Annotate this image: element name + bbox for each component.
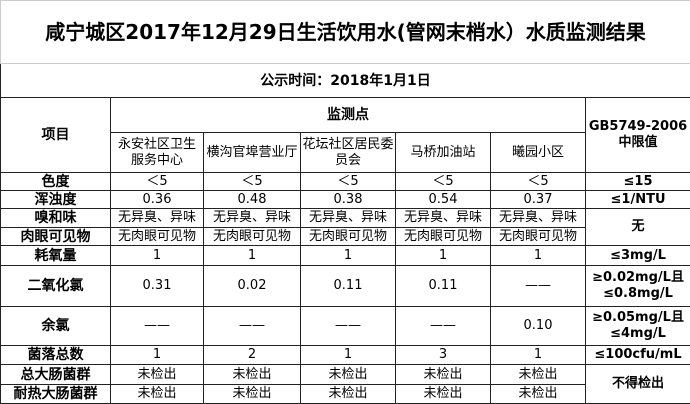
value-cell: 1	[301, 346, 396, 365]
item-name: 肉眼可见物	[1, 228, 111, 246]
value-cell: 0.54	[396, 191, 491, 209]
item-name: 总大肠菌群	[1, 365, 111, 385]
item-name: 浑浊度	[1, 191, 111, 209]
value-cell: ——	[491, 266, 586, 307]
site-name: 横沟官埠营业厅	[204, 133, 301, 173]
standard-limit: ≥0.05mg/L且≤4mg/L	[586, 307, 690, 346]
table-row: 公示时间：2018年1月1日	[1, 64, 690, 98]
value-cell: 0.11	[396, 266, 491, 307]
site-name: 马桥加油站	[396, 133, 491, 173]
table-row: 嗅和味无异臭、异味无异臭、异味无异臭、异味无异臭、异味无异臭、异味无	[1, 209, 690, 228]
site-name: 曦园小区	[491, 133, 586, 173]
value-cell: ——	[204, 307, 301, 346]
value-cell: 未检出	[204, 385, 301, 404]
value-cell: 0.02	[204, 266, 301, 307]
standard-limit: ≥0.02mg/L且≤0.8mg/L	[586, 266, 690, 307]
site-name: 花坛社区居民委员会	[301, 133, 396, 173]
value-cell: 1	[204, 246, 301, 266]
value-cell: 无肉眼可见物	[111, 228, 204, 246]
value-cell: 1	[396, 246, 491, 266]
publish-date: 公示时间：2018年1月1日	[1, 64, 690, 98]
value-cell: ＜5	[204, 173, 301, 191]
value-cell: 未检出	[491, 365, 586, 385]
value-cell: 无异臭、异味	[491, 209, 586, 228]
site-name: 永安社区卫生服务中心	[111, 133, 204, 173]
value-cell: 未检出	[396, 385, 491, 404]
value-cell: 无异臭、异味	[396, 209, 491, 228]
item-header: 项目	[1, 98, 111, 173]
value-cell: 1	[111, 246, 204, 266]
standard-limit: 无	[586, 209, 690, 246]
value-cell: 无肉眼可见物	[396, 228, 491, 246]
value-cell: 未检出	[301, 365, 396, 385]
item-name: 耐热大肠菌群	[1, 385, 111, 404]
value-cell: 1	[491, 246, 586, 266]
monitoring-point-header: 监测点	[111, 98, 586, 133]
item-name: 色度	[1, 173, 111, 191]
table-row: 余氯————————0.10≥0.05mg/L且≤4mg/L	[1, 307, 690, 346]
value-cell: 1	[491, 346, 586, 365]
item-name: 耗氧量	[1, 246, 111, 266]
value-cell: 1	[301, 246, 396, 266]
value-cell: 0.48	[204, 191, 301, 209]
table-row: 总大肠菌群未检出未检出未检出未检出未检出不得检出	[1, 365, 690, 385]
value-cell: ＜5	[111, 173, 204, 191]
value-cell: 0.38	[301, 191, 396, 209]
value-cell: ——	[396, 307, 491, 346]
title: 咸宁城区2017年12月29日生活饮用水(管网末梢水）水质监测结果	[1, 1, 690, 64]
value-cell: ——	[111, 307, 204, 346]
value-cell: 0.10	[491, 307, 586, 346]
value-cell: 未检出	[396, 365, 491, 385]
value-cell: 0.11	[301, 266, 396, 307]
value-cell: 无肉眼可见物	[204, 228, 301, 246]
item-name: 二氧化氯	[1, 266, 111, 307]
standard-limit: ≤3mg/L	[586, 246, 690, 266]
value-cell: 0.36	[111, 191, 204, 209]
table-row: 色度＜5＜5＜5＜5＜5≤15	[1, 173, 690, 191]
value-cell: ＜5	[491, 173, 586, 191]
value-cell: 无异臭、异味	[111, 209, 204, 228]
table-row: 咸宁城区2017年12月29日生活饮用水(管网末梢水）水质监测结果	[1, 1, 690, 64]
value-cell: 无肉眼可见物	[491, 228, 586, 246]
value-cell: 3	[396, 346, 491, 365]
item-name: 菌落总数	[1, 346, 111, 365]
standard-header-line: 中限值	[587, 135, 689, 151]
standard-limit: ≤1/NTU	[586, 191, 690, 209]
value-cell: 未检出	[111, 385, 204, 404]
value-cell: 无肉眼可见物	[301, 228, 396, 246]
item-name: 嗅和味	[1, 209, 111, 228]
value-cell: 未检出	[491, 385, 586, 404]
value-cell: 0.37	[491, 191, 586, 209]
value-cell: ＜5	[301, 173, 396, 191]
value-cell: 无异臭、异味	[301, 209, 396, 228]
value-cell: ——	[301, 307, 396, 346]
standard-limit: 不得检出	[586, 365, 690, 404]
value-cell: 无异臭、异味	[204, 209, 301, 228]
standard-limit: ≤15	[586, 173, 690, 191]
standard-limit: ≤100cfu/mL	[586, 346, 690, 365]
standard-header-line: GB5749-2006	[587, 119, 689, 135]
value-cell: 0.31	[111, 266, 204, 307]
value-cell: ＜5	[396, 173, 491, 191]
item-name: 余氯	[1, 307, 111, 346]
value-cell: 未检出	[204, 365, 301, 385]
value-cell: 2	[204, 346, 301, 365]
value-cell: 未检出	[111, 365, 204, 385]
value-cell: 1	[111, 346, 204, 365]
value-cell: 未检出	[301, 385, 396, 404]
